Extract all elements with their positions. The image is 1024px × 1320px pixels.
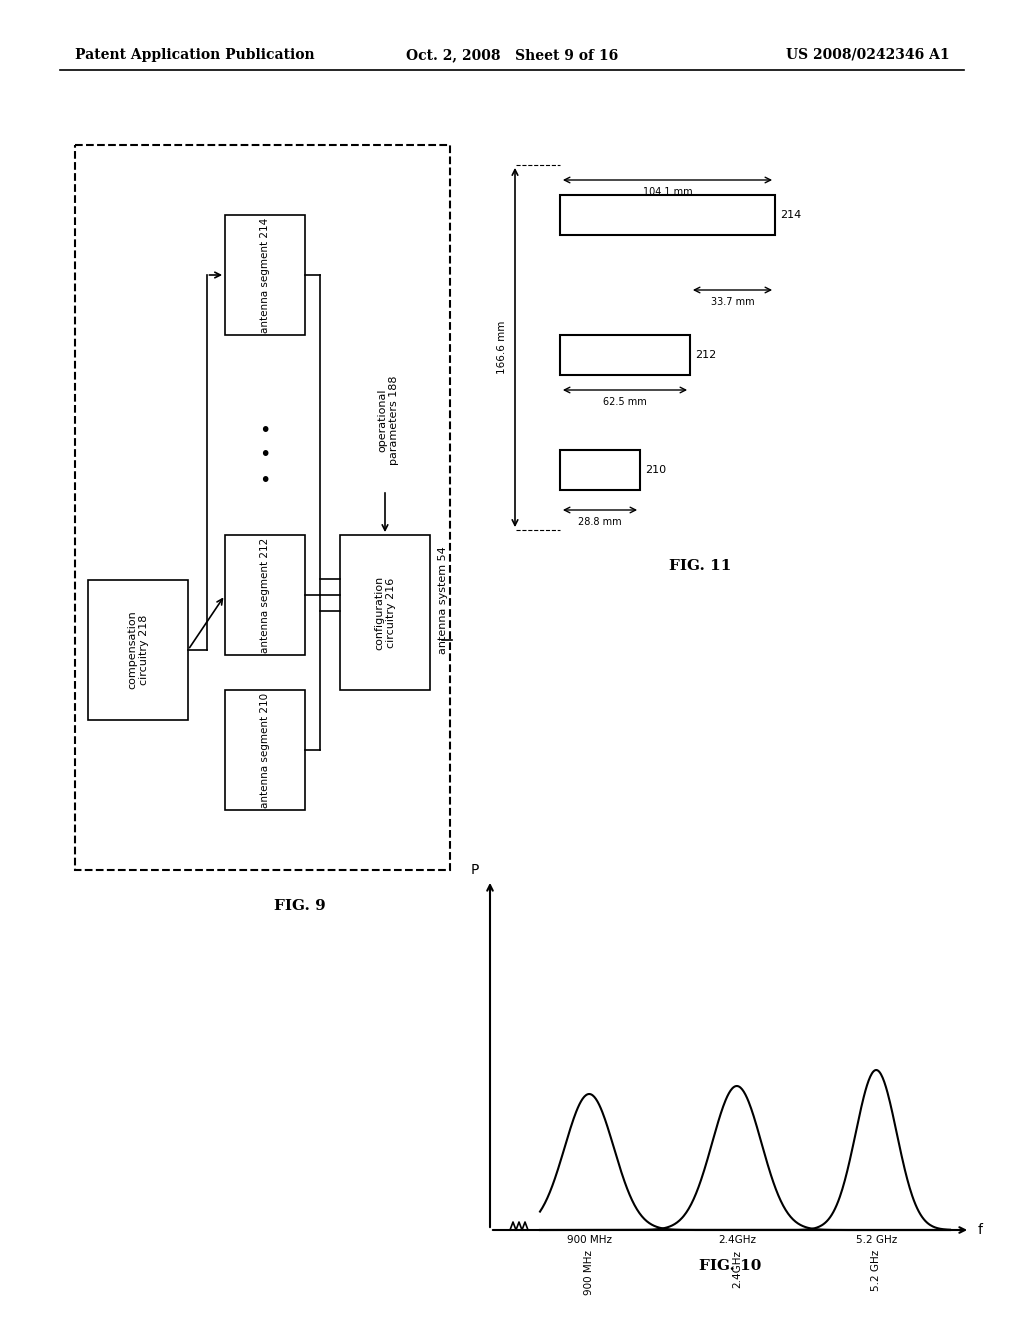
Text: 210: 210 bbox=[645, 465, 667, 475]
Text: 62.5 mm: 62.5 mm bbox=[603, 397, 647, 407]
Text: •: • bbox=[259, 470, 270, 490]
Text: 166.6 mm: 166.6 mm bbox=[497, 321, 507, 374]
Text: 900 MHz: 900 MHz bbox=[566, 1236, 611, 1245]
Bar bbox=[225, 535, 305, 655]
Text: FIG. 10: FIG. 10 bbox=[698, 1259, 761, 1272]
Text: compensation
circuitry 218: compensation circuitry 218 bbox=[127, 611, 148, 689]
Text: •: • bbox=[259, 446, 270, 465]
Text: antenna segment 212: antenna segment 212 bbox=[260, 537, 270, 652]
Bar bbox=[340, 535, 430, 690]
Text: f: f bbox=[978, 1224, 982, 1237]
Text: 2.4GHz: 2.4GHz bbox=[732, 1250, 741, 1288]
Text: configuration
circuitry 216: configuration circuitry 216 bbox=[374, 576, 396, 649]
Bar bbox=[225, 215, 305, 335]
Bar bbox=[88, 579, 188, 719]
Text: 104.1 mm: 104.1 mm bbox=[643, 187, 692, 197]
Text: FIG. 11: FIG. 11 bbox=[669, 558, 731, 573]
Text: antenna segment 210: antenna segment 210 bbox=[260, 693, 270, 808]
Text: 5.2 GHz: 5.2 GHz bbox=[856, 1236, 897, 1245]
Text: 33.7 mm: 33.7 mm bbox=[711, 297, 755, 308]
Text: 214: 214 bbox=[780, 210, 801, 220]
Text: antenna system 54: antenna system 54 bbox=[438, 546, 449, 653]
Bar bbox=[560, 335, 690, 375]
Text: antenna segment 214: antenna segment 214 bbox=[260, 218, 270, 333]
Bar bbox=[560, 195, 775, 235]
Text: 28.8 mm: 28.8 mm bbox=[579, 517, 622, 527]
Text: •: • bbox=[259, 421, 270, 440]
Text: P: P bbox=[471, 863, 479, 876]
Text: Oct. 2, 2008   Sheet 9 of 16: Oct. 2, 2008 Sheet 9 of 16 bbox=[406, 48, 618, 62]
Bar bbox=[560, 450, 640, 490]
Text: 5.2 GHz: 5.2 GHz bbox=[871, 1250, 882, 1291]
Text: US 2008/0242346 A1: US 2008/0242346 A1 bbox=[786, 48, 950, 62]
Text: operational
parameters 188: operational parameters 188 bbox=[377, 375, 398, 465]
Text: Patent Application Publication: Patent Application Publication bbox=[75, 48, 314, 62]
Text: 2.4GHz: 2.4GHz bbox=[718, 1236, 756, 1245]
Text: 212: 212 bbox=[695, 350, 716, 360]
Text: FIG. 9: FIG. 9 bbox=[274, 899, 326, 913]
Text: 900 MHz: 900 MHz bbox=[585, 1250, 594, 1295]
Bar bbox=[225, 690, 305, 810]
